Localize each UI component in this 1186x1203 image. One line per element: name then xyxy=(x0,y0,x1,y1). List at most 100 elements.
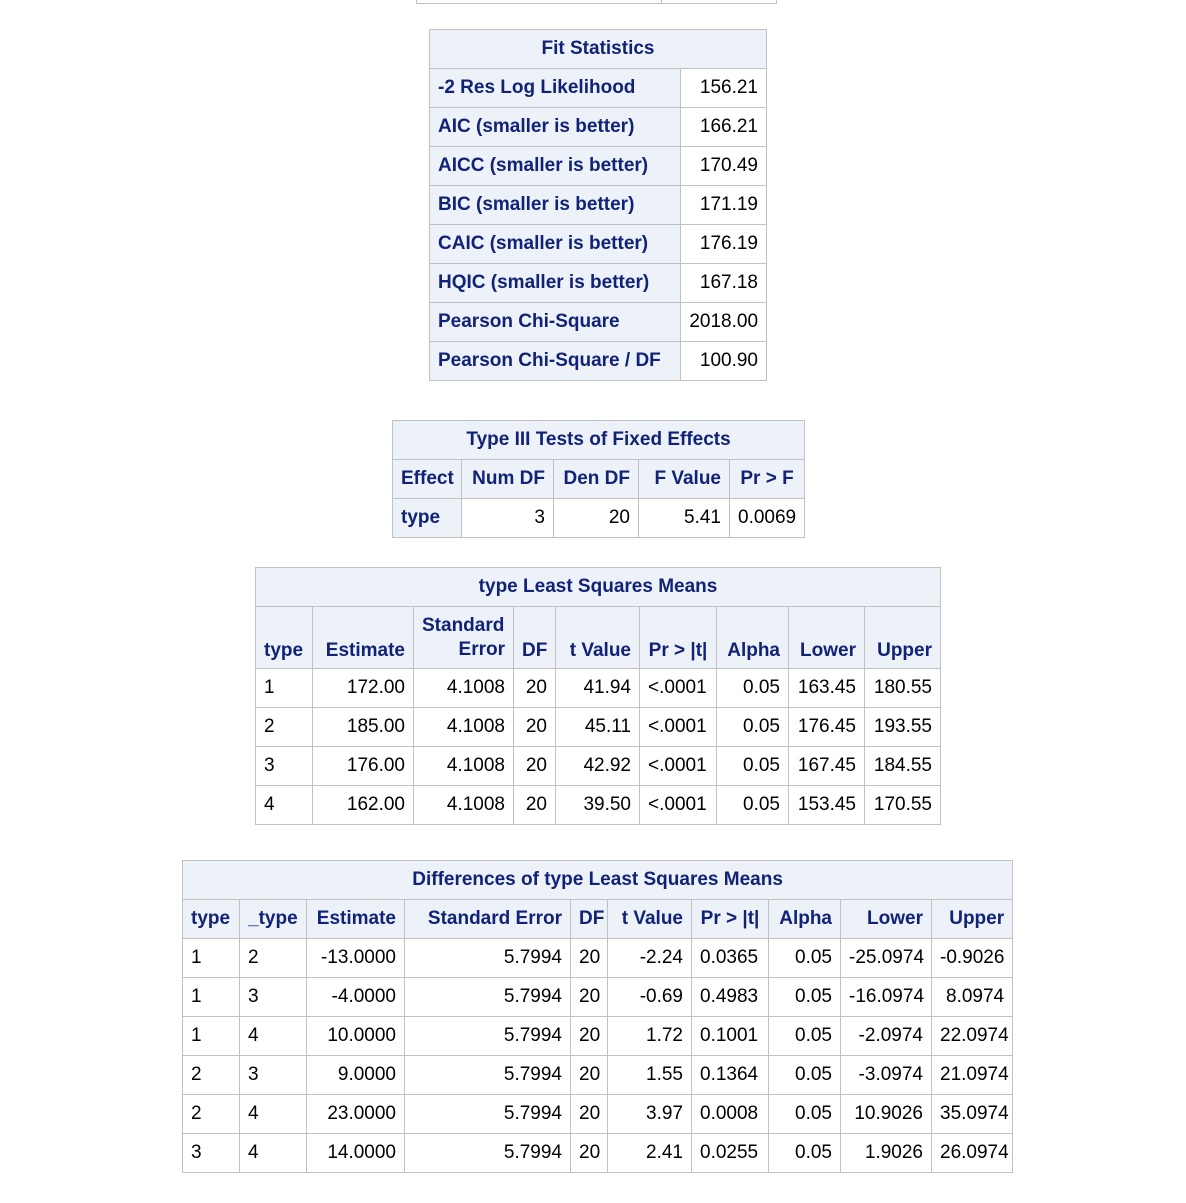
cell-value: 180.55 xyxy=(864,668,941,708)
cell-value: 162.00 xyxy=(312,785,414,825)
cell-value: 3 xyxy=(239,1055,307,1095)
column-header: Lower xyxy=(840,899,932,939)
cell-value: 0.05 xyxy=(716,668,789,708)
cell-value: <.0001 xyxy=(639,746,717,786)
cell-value: -16.0974 xyxy=(840,977,932,1017)
cell-value: 170.55 xyxy=(864,785,941,825)
cell-value: 10.9026 xyxy=(840,1094,932,1134)
cell-value: 2 xyxy=(182,1094,240,1134)
cell-value: 20 xyxy=(570,1133,608,1173)
row-header: AIC (smaller is better) xyxy=(429,107,681,147)
column-header: Pr > F xyxy=(728,459,806,499)
row-header: Pearson Chi-Square / DF xyxy=(429,341,681,381)
cell-value: 9.0000 xyxy=(306,1055,405,1095)
cell-value: 26.0974 xyxy=(930,1133,1014,1173)
table-row: AICC (smaller is better) 170.49 xyxy=(429,146,768,186)
column-header: Alpha xyxy=(716,606,789,669)
column-header: Lower xyxy=(788,606,865,669)
cell-value: -13.0000 xyxy=(306,938,405,978)
cell-value: 4 xyxy=(239,1094,307,1134)
cell-value: 176.00 xyxy=(312,746,414,786)
column-header: Pr > |t| xyxy=(691,899,769,939)
column-header: DF xyxy=(570,899,608,939)
cell-value: 20 xyxy=(570,1016,608,1056)
table-row: 4 162.00 4.1008 20 39.50 <.0001 0.05 153… xyxy=(255,785,941,825)
diffs-title: Differences of type Least Squares Means xyxy=(181,860,1014,900)
column-header: _type xyxy=(239,899,307,939)
cell-value: 20 xyxy=(570,977,608,1017)
cell-value: -0.9026 xyxy=(930,938,1014,978)
column-header: t Value xyxy=(555,606,640,669)
row-header: CAIC (smaller is better) xyxy=(429,224,681,264)
column-header: Standard Error xyxy=(404,899,571,939)
table-row: 2 185.00 4.1008 20 45.11 <.0001 0.05 176… xyxy=(255,707,941,747)
cell-value: 0.05 xyxy=(768,1094,841,1134)
cell-value: 35.0974 xyxy=(930,1094,1014,1134)
table-row: 1 2 -13.0000 5.7994 20 -2.24 0.0365 0.05 -25.097… xyxy=(182,938,1014,978)
cell-value: -2.24 xyxy=(607,938,692,978)
cell-value: 176.45 xyxy=(788,707,865,747)
cell-value: 20 xyxy=(513,707,556,747)
table-row: type 3 20 5.41 0.0069 xyxy=(392,498,806,538)
fit-statistics-title: Fit Statistics xyxy=(428,29,768,69)
cell-value: 166.21 xyxy=(679,107,768,147)
table-row: Pearson Chi-Square 2018.00 xyxy=(429,302,768,342)
cell-value: <.0001 xyxy=(639,707,717,747)
row-header: HQIC (smaller is better) xyxy=(429,263,681,303)
table-row: -2 Res Log Likelihood 156.21 xyxy=(429,68,768,108)
cell-value: 0.05 xyxy=(716,785,789,825)
row-header: BIC (smaller is better) xyxy=(429,185,681,225)
column-header: t Value xyxy=(607,899,692,939)
cell-value: -2.0974 xyxy=(840,1016,932,1056)
cell-value: 172.00 xyxy=(312,668,414,708)
column-header: DF xyxy=(513,606,556,669)
cell-value: 4.1008 xyxy=(413,785,514,825)
cell-value: 5.7994 xyxy=(404,1016,571,1056)
cell-value: 156.21 xyxy=(679,68,768,108)
diffs-table: Differences of type Least Squares Means … xyxy=(181,860,1014,1173)
cell-value: 0.0365 xyxy=(691,938,769,978)
cell-value: 20 xyxy=(513,785,556,825)
cell-value: 3 xyxy=(239,977,307,1017)
header-line: Standard xyxy=(422,615,505,636)
lsmeans-title: type Least Squares Means xyxy=(255,567,941,607)
column-header: Pr > |t| xyxy=(639,606,717,669)
cell-value: 2 xyxy=(239,938,307,978)
table-row: 2 3 9.0000 5.7994 20 1.55 0.1364 0.05 -3.0974 21.… xyxy=(182,1055,1014,1095)
cell-value: 42.92 xyxy=(555,746,640,786)
cell-value: 22.0974 xyxy=(930,1016,1014,1056)
cell-value: 4.1008 xyxy=(413,668,514,708)
column-header-standard-error: Standard Error xyxy=(413,606,514,669)
column-header: Estimate xyxy=(312,606,414,669)
cell-value: 20 xyxy=(513,746,556,786)
cell-value: 20 xyxy=(570,938,608,978)
column-header: Den DF xyxy=(553,459,639,499)
cell-value: 170.49 xyxy=(679,146,768,186)
cell-value: 163.45 xyxy=(788,668,865,708)
cell-value: 5.7994 xyxy=(404,1055,571,1095)
column-header: F Value xyxy=(638,459,730,499)
cell-value: 167.18 xyxy=(679,263,768,303)
table-row: 1 3 -4.0000 5.7994 20 -0.69 0.4983 0.05 -16.0974… xyxy=(182,977,1014,1017)
column-header: type xyxy=(255,606,313,669)
cell-value: 193.55 xyxy=(864,707,941,747)
cell-value: -25.0974 xyxy=(840,938,932,978)
cell-value: <.0001 xyxy=(639,668,717,708)
cell-value: 0.05 xyxy=(768,938,841,978)
fit-statistics-table: Fit Statistics -2 Res Log Likelihood 156… xyxy=(428,29,768,381)
cell-value: 0.0008 xyxy=(691,1094,769,1134)
header-row: Effect Num DF Den DF F Value Pr > F xyxy=(392,459,806,499)
cell-value: 20 xyxy=(570,1055,608,1095)
table-row: 1 172.00 4.1008 20 41.94 <.0001 0.05 163… xyxy=(255,668,941,708)
cell-value: -4.0000 xyxy=(306,977,405,1017)
cell-value: 0.05 xyxy=(768,1055,841,1095)
table-row: BIC (smaller is better) 171.19 xyxy=(429,185,768,225)
cell-value: 2018.00 xyxy=(679,302,768,342)
cell-value: 171.19 xyxy=(679,185,768,225)
table-row: 3 176.00 4.1008 20 42.92 <.0001 0.05 167… xyxy=(255,746,941,786)
table-row: 3 4 14.0000 5.7994 20 2.41 0.0255 0.05 1.9026 26.… xyxy=(182,1133,1014,1173)
lsmeans-table: type Least Squares Means type Estimate S… xyxy=(255,567,941,825)
cell-value: 1 xyxy=(182,1016,240,1056)
cell-value: 2 xyxy=(182,1055,240,1095)
cell-value: 185.00 xyxy=(312,707,414,747)
